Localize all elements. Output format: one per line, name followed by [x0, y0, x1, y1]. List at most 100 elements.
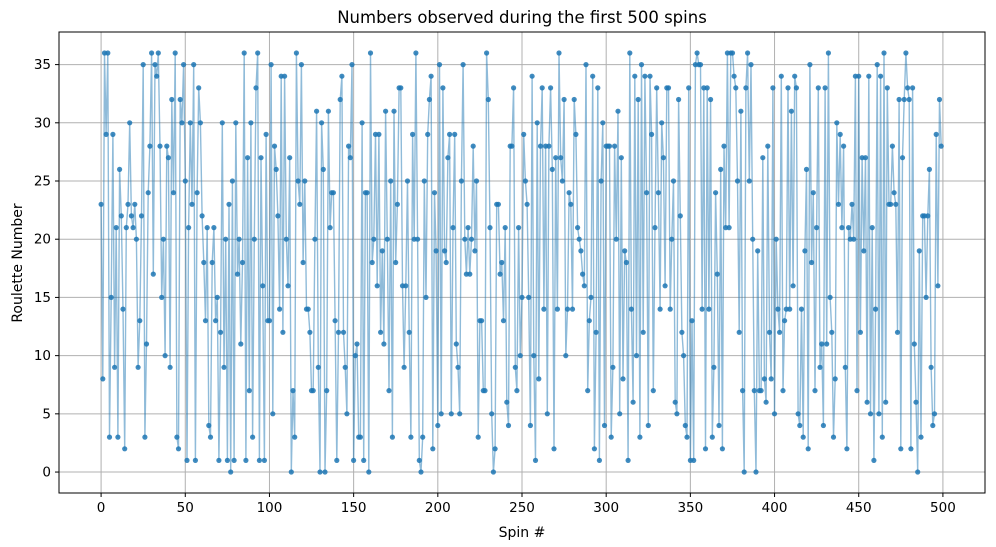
data-point-marker: [255, 50, 261, 56]
data-point-marker: [277, 306, 283, 312]
data-point-marker: [315, 364, 321, 370]
x-tick-label: 200: [425, 500, 451, 516]
data-point-marker: [753, 469, 759, 475]
data-point-marker: [389, 434, 395, 440]
data-point-marker: [785, 85, 791, 91]
data-point-marker: [415, 236, 421, 242]
data-point-marker: [618, 155, 624, 161]
data-point-marker: [647, 73, 653, 79]
data-point-marker: [766, 329, 773, 335]
data-point-marker: [342, 364, 348, 370]
data-point-marker: [861, 248, 867, 254]
data-point-marker: [721, 143, 727, 149]
data-point-marker: [659, 120, 665, 126]
data-point-marker: [862, 155, 869, 161]
data-point-marker: [472, 248, 478, 254]
data-point-marker: [559, 178, 566, 184]
data-point-marker: [408, 434, 414, 440]
data-point-marker: [359, 120, 365, 126]
data-point-marker: [778, 73, 784, 79]
data-point-marker: [842, 364, 848, 370]
data-point-marker: [856, 73, 862, 79]
data-point-marker: [492, 446, 498, 452]
data-point-marker: [106, 434, 113, 440]
data-point-marker: [593, 329, 599, 335]
data-point-marker: [127, 120, 133, 126]
data-point-marker: [275, 213, 281, 219]
data-point-marker: [595, 85, 601, 91]
data-point-marker: [588, 294, 594, 300]
data-point-marker: [302, 178, 308, 184]
y-axis-label: Roulette Number: [10, 203, 26, 323]
data-point-marker: [376, 131, 382, 137]
data-point-marker: [758, 388, 764, 394]
data-point-marker: [521, 131, 527, 137]
data-point-marker: [694, 50, 700, 56]
data-point-marker: [809, 259, 815, 266]
data-point-marker: [736, 329, 742, 335]
data-point-marker: [426, 96, 432, 103]
data-point-marker: [152, 62, 158, 68]
data-point-marker: [549, 166, 555, 172]
data-point-marker: [714, 271, 720, 277]
data-point-marker: [645, 422, 651, 429]
data-point-marker: [670, 178, 677, 184]
data-point-marker: [436, 62, 443, 68]
data-point-marker: [708, 96, 714, 103]
data-point-marker: [201, 259, 207, 266]
data-point-marker: [590, 73, 596, 79]
data-point-marker: [403, 283, 409, 289]
data-point-marker: [726, 225, 732, 231]
data-point-marker: [344, 411, 350, 417]
data-point-marker: [600, 120, 606, 126]
data-point-marker: [170, 190, 177, 196]
data-point-marker: [154, 73, 160, 79]
data-point-marker: [351, 457, 357, 463]
data-point-marker: [218, 329, 224, 335]
data-point-marker: [682, 422, 688, 429]
data-point-marker: [100, 376, 106, 382]
data-point-marker: [354, 341, 360, 347]
data-point-marker: [322, 469, 328, 475]
data-point-marker: [431, 190, 438, 196]
data-point-marker: [679, 329, 685, 335]
data-point-marker: [420, 434, 426, 440]
data-point-marker: [468, 236, 475, 242]
data-point-marker: [729, 50, 736, 56]
data-point-marker: [233, 120, 239, 126]
x-tick-label: 250: [509, 500, 535, 516]
data-point-marker: [379, 248, 385, 254]
data-point-marker: [209, 259, 215, 266]
data-point-marker: [108, 294, 114, 300]
data-point-marker: [502, 225, 508, 231]
data-point-marker: [120, 306, 126, 312]
data-point-marker: [103, 131, 109, 137]
data-point-marker: [352, 353, 358, 359]
data-point-marker: [790, 283, 796, 289]
data-point-marker: [214, 294, 220, 300]
data-point-marker: [243, 457, 249, 463]
data-point-marker: [711, 364, 717, 370]
data-point-marker: [825, 50, 832, 56]
data-point-marker: [239, 259, 246, 266]
data-point-marker: [445, 155, 451, 161]
data-point-marker: [248, 120, 254, 126]
data-point-marker: [773, 236, 779, 242]
data-point-marker: [504, 399, 510, 405]
data-point-marker: [569, 306, 576, 312]
data-point-marker: [138, 213, 145, 219]
data-point-marker: [271, 143, 278, 149]
data-point-marker: [810, 190, 816, 196]
data-point-marker: [889, 143, 896, 149]
data-point-marker: [228, 469, 234, 475]
data-point-marker: [125, 201, 131, 207]
data-point-marker: [251, 236, 257, 242]
data-point-marker: [418, 469, 424, 475]
data-point-marker: [824, 341, 830, 347]
data-point-marker: [623, 259, 630, 266]
data-point-marker: [686, 85, 692, 91]
data-point-marker: [206, 422, 212, 429]
data-point-marker: [551, 446, 557, 452]
data-point-marker: [837, 131, 843, 137]
